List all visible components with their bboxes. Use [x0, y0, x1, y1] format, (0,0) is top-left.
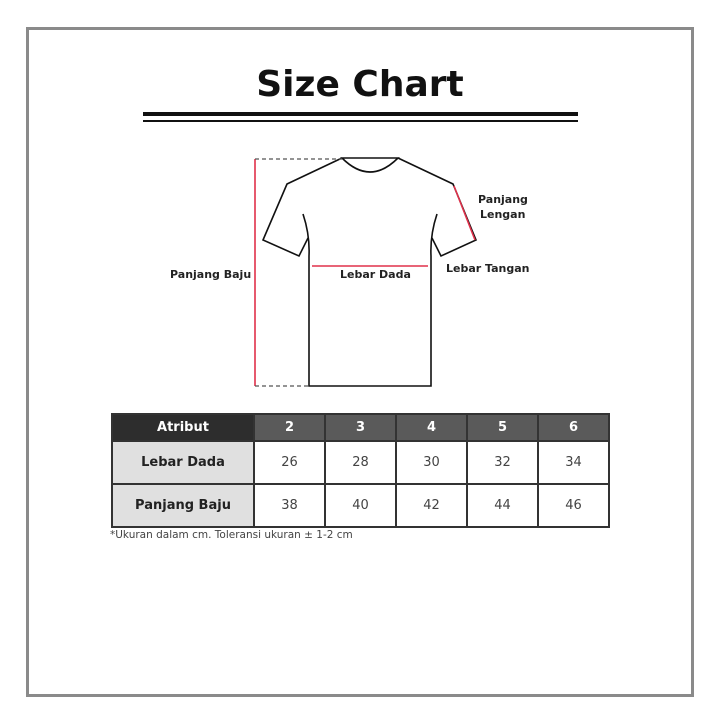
table-header-row: Atribut 2 3 4 5 6 [111, 413, 610, 442]
table-cell: 28 [324, 440, 397, 485]
label-panjang-lengan-2: Lengan [480, 208, 526, 221]
table-cell: 46 [537, 483, 610, 528]
row-label: Lebar Dada [111, 440, 255, 485]
header-cell: 5 [466, 413, 539, 442]
title-underline [143, 112, 578, 116]
row-label: Panjang Baju [111, 483, 255, 528]
table-row: Panjang Baju 38 40 42 44 46 [111, 483, 610, 528]
table-row: Lebar Dada 26 28 30 32 34 [111, 440, 610, 485]
tshirt-outline [261, 157, 478, 387]
size-table: Atribut 2 3 4 5 6 Lebar Dada 26 28 30 32… [111, 413, 610, 528]
guide-lines [255, 158, 342, 387]
header-cell: 4 [395, 413, 468, 442]
label-panjang-baju: Panjang Baju [170, 268, 252, 281]
table-cell: 44 [466, 483, 539, 528]
page-title: Size Chart [256, 64, 464, 105]
table-cell: 26 [253, 440, 326, 485]
table-cell: 40 [324, 483, 397, 528]
table-cell: 42 [395, 483, 468, 528]
header-cell: 2 [253, 413, 326, 442]
tolerance-note: *Ukuran dalam cm. Toleransi ukuran ± 1-2… [110, 529, 353, 541]
page-frame [26, 27, 694, 697]
header-cell: 3 [324, 413, 397, 442]
panjang-lengan-line [453, 185, 476, 241]
label-lebar-tangan: Lebar Tangan [446, 262, 530, 275]
table-cell: 32 [466, 440, 539, 485]
title-underline-thin [143, 120, 578, 122]
header-cell: 6 [537, 413, 610, 442]
collar [340, 157, 400, 173]
table-cell: 38 [253, 483, 326, 528]
measure-lines [254, 159, 476, 386]
header-cell: Atribut [111, 413, 255, 442]
label-panjang-lengan-1: Panjang [478, 193, 528, 206]
table-cell: 30 [395, 440, 468, 485]
label-lebar-dada: Lebar Dada [340, 268, 411, 281]
table-cell: 34 [537, 440, 610, 485]
